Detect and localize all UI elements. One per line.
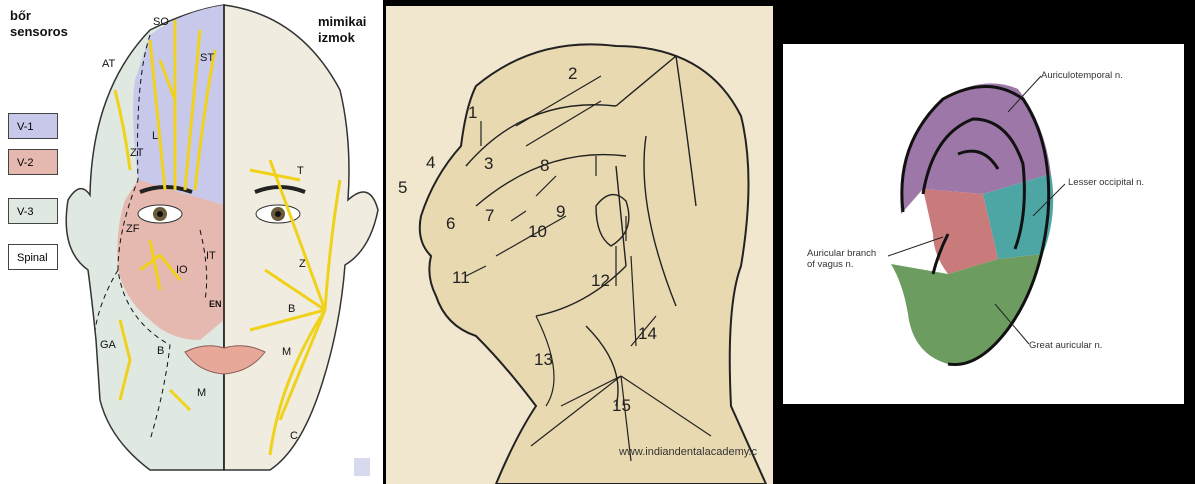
num-8: 8 bbox=[540, 156, 550, 175]
face-nerve-panel: bőr sensoros mimikai izmok V-1 V-2 V-3 Spi… bbox=[0, 0, 383, 484]
legend-v3: V-3 bbox=[8, 198, 58, 224]
num-13: 13 bbox=[534, 350, 553, 369]
num-7: 7 bbox=[485, 206, 495, 225]
face-diagram bbox=[65, 4, 379, 476]
num-1: 1 bbox=[468, 103, 478, 122]
legend-v1: V-1 bbox=[8, 113, 58, 139]
num-12: 12 bbox=[591, 271, 610, 290]
ear-panel: Auriculotemporal n. Lesser occipital n. … bbox=[783, 44, 1184, 404]
num-2: 2 bbox=[568, 64, 578, 83]
label-ga: GA bbox=[100, 339, 116, 351]
num-9: 9 bbox=[556, 202, 566, 221]
legend-spinal: Spinal bbox=[8, 244, 58, 270]
head-sketch bbox=[418, 43, 768, 484]
label-zf: ZF bbox=[126, 223, 140, 235]
num-5: 5 bbox=[398, 178, 408, 197]
label-b-left: B bbox=[157, 345, 165, 357]
label-m-right: M bbox=[282, 346, 292, 358]
label-vagus: Auricular branch of vagus n. bbox=[807, 248, 877, 270]
num-10: 10 bbox=[528, 222, 547, 241]
label-io: IO bbox=[176, 264, 188, 276]
label-t: T bbox=[297, 165, 304, 177]
watermark: www.indiandentalacademy.c bbox=[619, 446, 757, 458]
label-b-right: B bbox=[288, 303, 296, 315]
label-it: IT bbox=[206, 250, 216, 262]
head-sketch-panel: 1 2 3 4 5 6 7 8 9 10 11 12 13 14 15 www.… bbox=[386, 6, 773, 484]
heading-right: mimikai izmok bbox=[318, 14, 367, 45]
num-15: 15 bbox=[612, 396, 631, 415]
num-4: 4 bbox=[426, 153, 436, 172]
label-en: EN bbox=[209, 299, 222, 309]
label-lesser-occipital: Lesser occipital n. bbox=[1068, 177, 1145, 188]
num-11: 11 bbox=[452, 268, 470, 287]
label-at: AT bbox=[102, 58, 116, 70]
num-14: 14 bbox=[638, 324, 657, 343]
heading-left: bőr sensoros bbox=[10, 8, 68, 39]
num-3: 3 bbox=[484, 154, 494, 173]
label-st: ST bbox=[200, 52, 215, 64]
legend-v2: V-2 bbox=[8, 149, 58, 175]
label-great-auricular: Great auricular n. bbox=[1029, 340, 1103, 351]
label-c: C bbox=[290, 430, 298, 442]
label-m-left: M bbox=[197, 387, 207, 399]
ear-diagram bbox=[887, 75, 1066, 367]
label-z: Z bbox=[299, 258, 306, 270]
label-so: SO bbox=[153, 16, 169, 28]
num-6: 6 bbox=[446, 214, 456, 233]
label-l: L bbox=[152, 130, 159, 142]
label-zt: ZT bbox=[130, 147, 144, 159]
label-auriculotemporal: Auriculotemporal n. bbox=[1041, 70, 1123, 81]
